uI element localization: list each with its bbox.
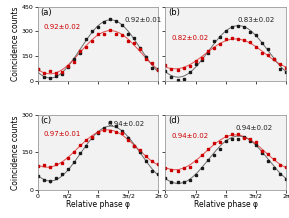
X-axis label: Relative phase φ: Relative phase φ <box>194 200 258 209</box>
Y-axis label: Coincidence counts: Coincidence counts <box>11 7 20 81</box>
Text: 0.97±0.01: 0.97±0.01 <box>44 131 81 137</box>
Text: 0.94±0.02: 0.94±0.02 <box>236 125 273 131</box>
Text: 0.83±0.02: 0.83±0.02 <box>238 17 275 23</box>
Text: (b): (b) <box>168 8 180 17</box>
Text: 0.94±0.02: 0.94±0.02 <box>108 121 145 127</box>
Text: (c): (c) <box>40 116 51 125</box>
Text: (a): (a) <box>40 8 52 17</box>
Text: 0.94±0.02: 0.94±0.02 <box>171 133 209 139</box>
Text: (d): (d) <box>168 116 180 125</box>
X-axis label: Relative phase φ: Relative phase φ <box>66 200 130 209</box>
Y-axis label: Coincidence counts: Coincidence counts <box>11 115 20 189</box>
Text: 0.92±0.02: 0.92±0.02 <box>44 24 81 30</box>
Text: 0.82±0.02: 0.82±0.02 <box>171 35 209 41</box>
Text: 0.92±0.01: 0.92±0.01 <box>125 17 162 23</box>
